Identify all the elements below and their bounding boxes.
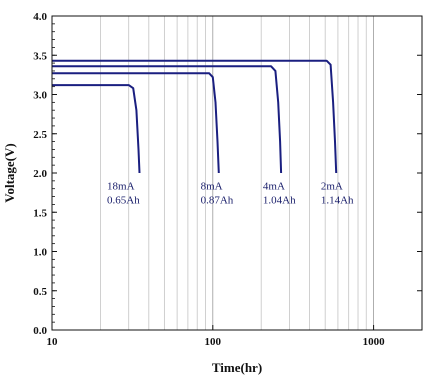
y-axis-label: Voltage(V) xyxy=(2,143,17,202)
y-tick-label: 1.5 xyxy=(33,207,47,219)
series-group xyxy=(52,59,338,174)
curve-annotation: 8mA 0.87Ah xyxy=(201,181,234,207)
y-tick-label: 2.5 xyxy=(33,129,47,141)
y-tick-label: 4.0 xyxy=(33,11,47,23)
y-tick-label: 0.5 xyxy=(33,286,47,298)
curve-annotation: 18mA 0.65Ah xyxy=(107,181,140,207)
y-tick-label: 0.0 xyxy=(33,325,47,337)
curve-annotation: 2mA 1.14Ah xyxy=(321,181,354,207)
series-line xyxy=(52,84,141,174)
series-line xyxy=(52,72,220,174)
y-axis-ticks: 0.0 0.5 1.0 1.5 2.0 2.5 3.0 3.5 4.0 xyxy=(33,11,422,337)
curve-annotation: 4mA 1.04Ah xyxy=(263,181,296,207)
annotation-line: 0.87Ah xyxy=(201,195,234,207)
series-line xyxy=(52,59,338,174)
annotation-line: 0.65Ah xyxy=(107,195,140,207)
annotation-line: 4mA xyxy=(263,181,285,193)
y-tick-label: 3.5 xyxy=(33,50,47,62)
series-line xyxy=(52,65,283,174)
x-tick-label: 10 xyxy=(47,336,59,348)
grid-lines xyxy=(51,16,423,330)
annotation-line: 1.04Ah xyxy=(263,195,296,207)
annotation-line: 1.14Ah xyxy=(321,195,354,207)
annotation-line: 18mA xyxy=(107,181,135,193)
x-axis-label: Time(hr) xyxy=(212,360,262,375)
y-tick-label: 1.0 xyxy=(33,247,47,259)
annotation-line: 2mA xyxy=(321,181,343,193)
y-tick-label: 2.0 xyxy=(33,168,47,180)
annotations: 18mA 0.65Ah 8mA 0.87Ah 4mA 1.04Ah 2mA 1.14Ah xyxy=(107,181,354,207)
x-axis-ticks: 10 100 1000 xyxy=(47,325,386,348)
x-tick-label: 100 xyxy=(205,336,222,348)
y-tick-label: 3.0 xyxy=(33,90,47,102)
x-tick-label: 1000 xyxy=(363,336,386,348)
annotation-line: 8mA xyxy=(201,181,223,193)
